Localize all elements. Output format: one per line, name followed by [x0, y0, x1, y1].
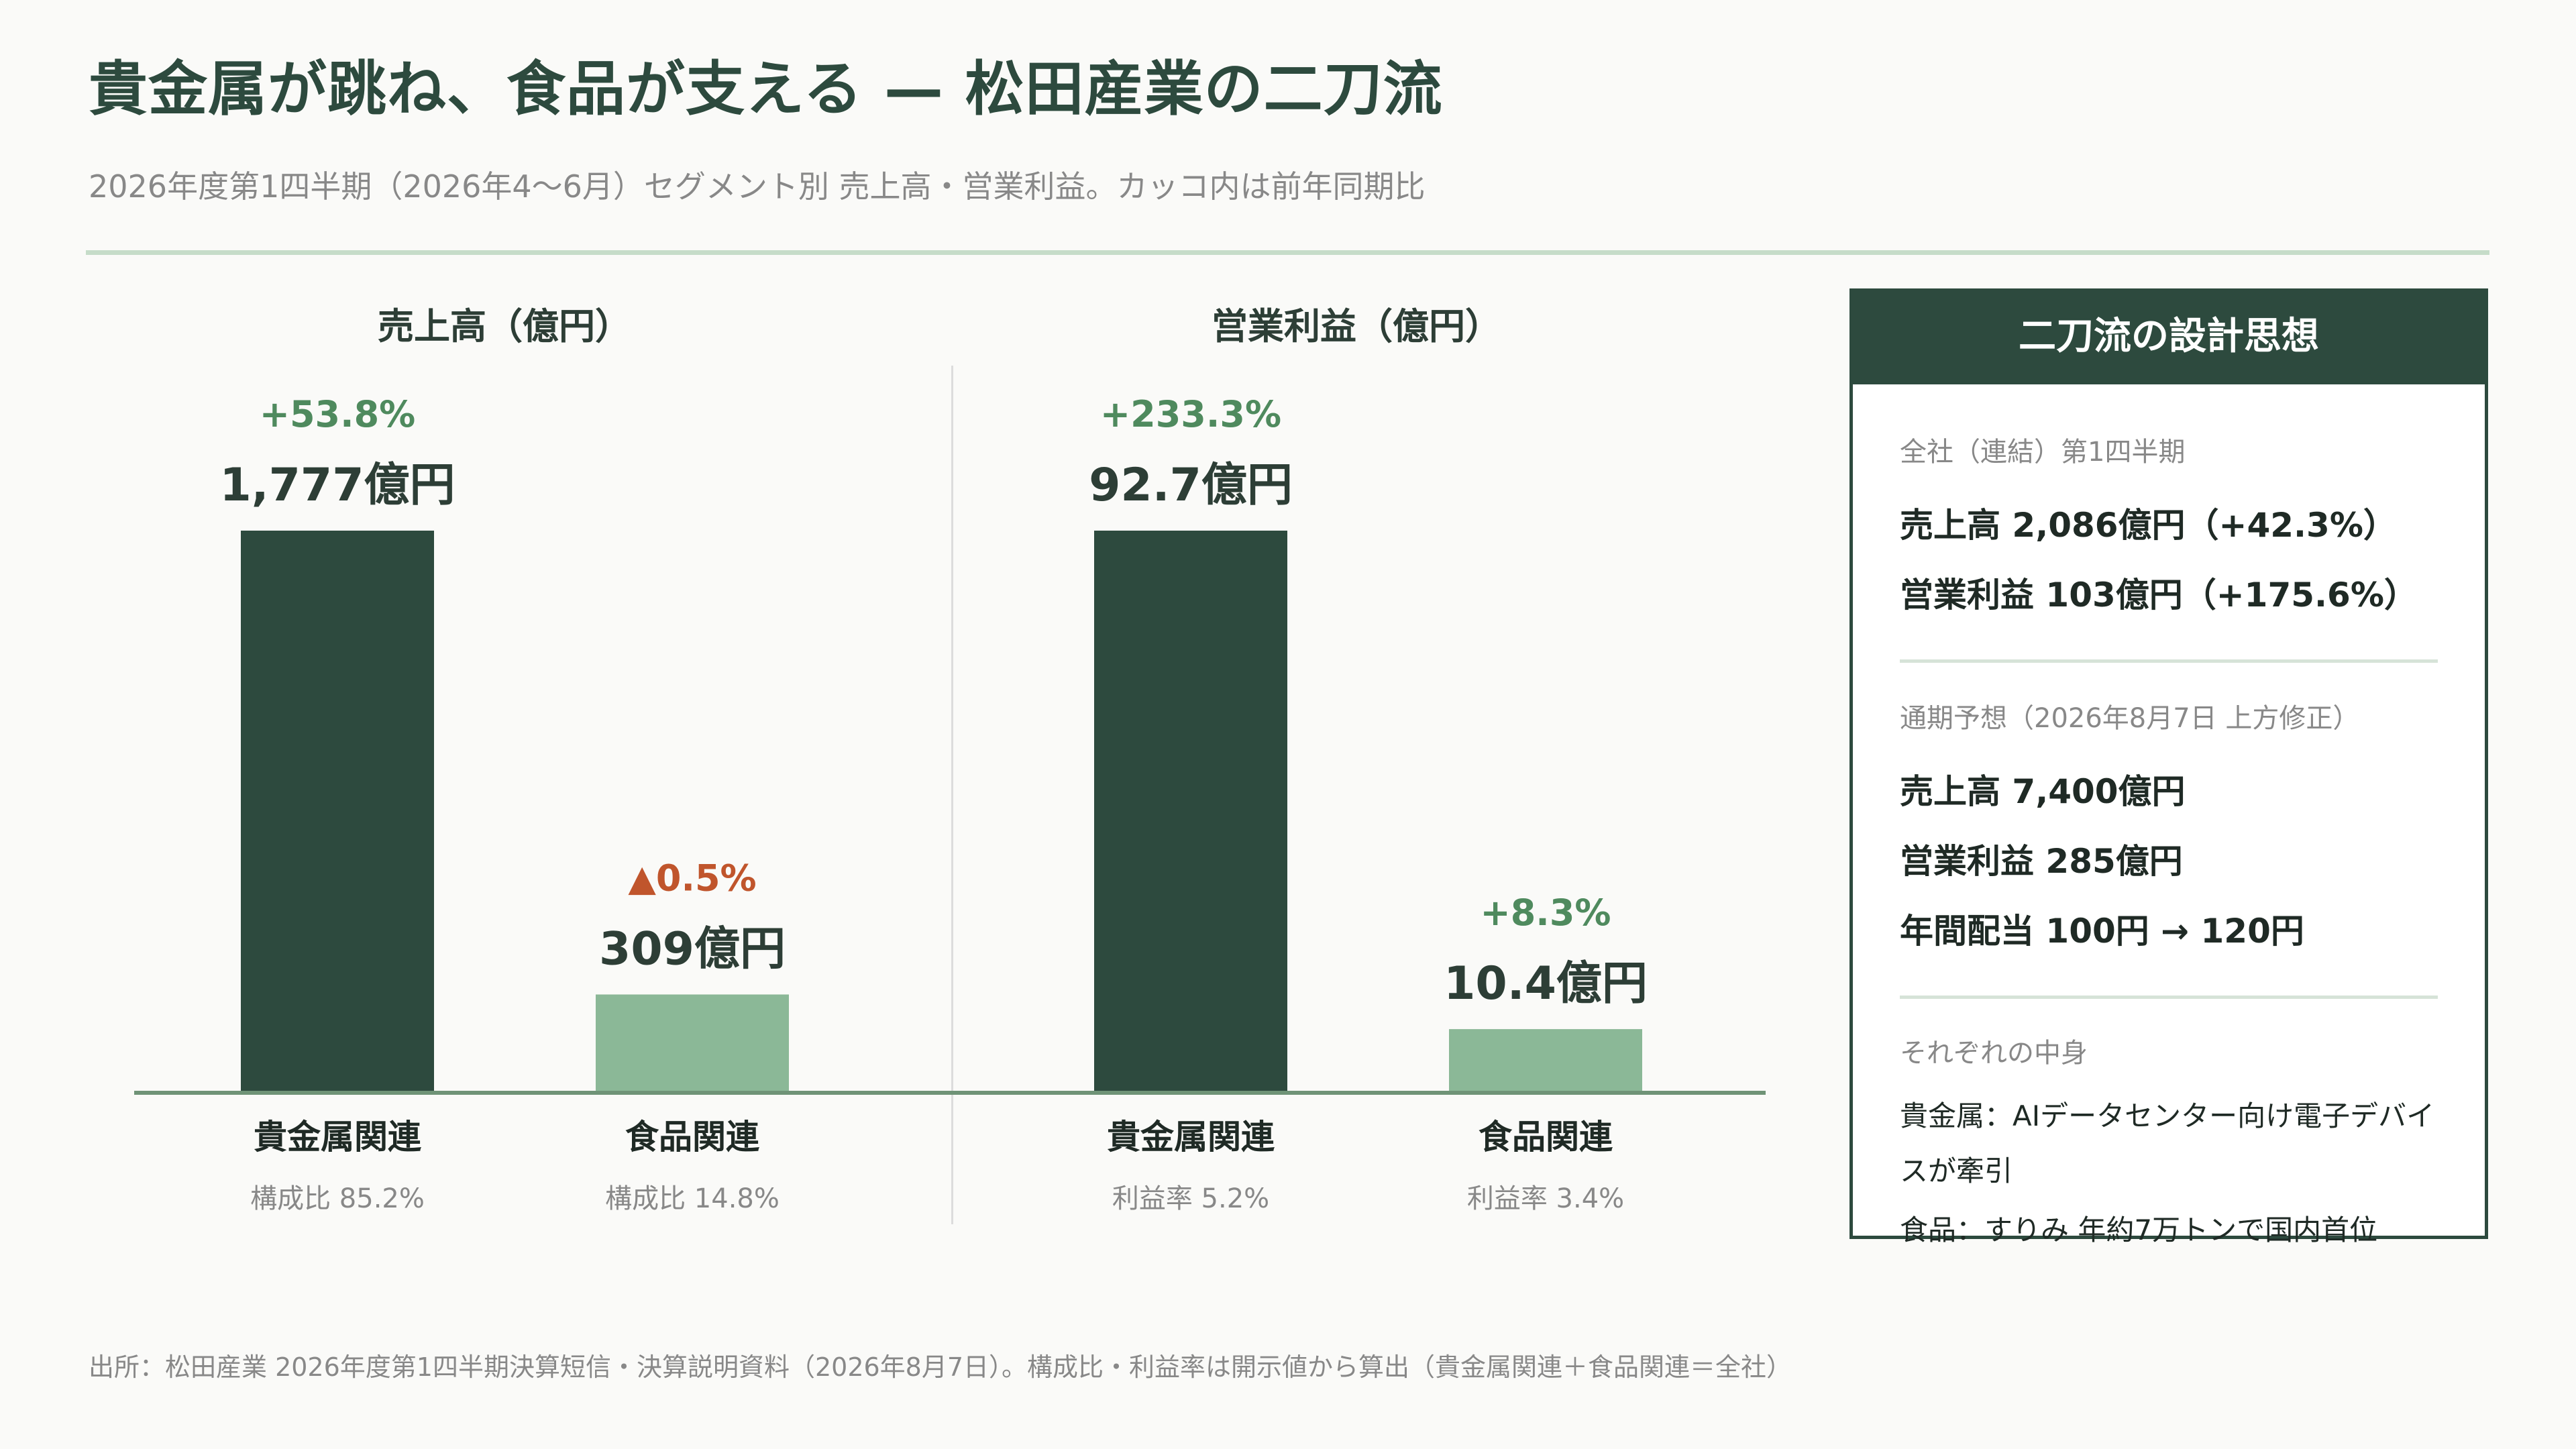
bar-profit-1: [1449, 1029, 1642, 1092]
section-label-forecast: 通期予想（2026年8月7日 上方修正）: [1900, 703, 2360, 734]
bar-sales-0: [241, 531, 434, 1092]
food-note: 食品：すりみ 年約7万トンで国内首位: [1900, 1214, 2378, 1246]
category-sub-label: 構成比 14.8%: [605, 1183, 780, 1214]
bar-value-label: 1,777億円: [219, 459, 455, 512]
chart-baseline: [134, 1091, 1766, 1095]
category-label: 食品関連: [1479, 1118, 1613, 1157]
category-sub-label: 利益率 5.2%: [1112, 1183, 1269, 1214]
category-sub-label: 利益率 3.4%: [1467, 1183, 1624, 1214]
company-profit-line: 営業利益 103億円（+175.6%）: [1900, 576, 2418, 614]
chart-separator: [951, 366, 953, 1224]
panel-title: 二刀流の設計思想: [1853, 292, 2485, 384]
dividend-line: 年間配当 100円 → 120円: [1900, 912, 2304, 951]
info-panel: 二刀流の設計思想 全社（連結）第1四半期 売上高 2,086億円（+42.3%）…: [1849, 288, 2488, 1246]
bar-value-label: 92.7億円: [1089, 459, 1293, 512]
bar-sales-1: [596, 994, 789, 1092]
panel-body: 全社（連結）第1四半期 売上高 2,086億円（+42.3%） 営業利益 103…: [1853, 384, 2485, 1258]
bar-profit-0: [1094, 531, 1287, 1092]
section-divider: [1900, 659, 2438, 663]
title-divider: [86, 250, 2489, 255]
section-label-contents: それぞれの中身: [1900, 1038, 2088, 1069]
page-title: 貴金属が跳ね、食品が支える — 松田産業の二刀流: [89, 54, 1443, 123]
section-divider: [1900, 996, 2438, 999]
company-sales-line: 売上高 2,086億円（+42.3%）: [1900, 506, 2397, 545]
forecast-sales-line: 売上高 7,400億円: [1900, 772, 2186, 811]
section-label-company: 全社（連結）第1四半期: [1900, 437, 2186, 468]
category-label: 食品関連: [625, 1118, 760, 1157]
bar-value-label: 10.4億円: [1444, 957, 1648, 1010]
category-label: 貴金属関連: [254, 1118, 422, 1157]
category-label: 貴金属関連: [1107, 1118, 1275, 1157]
page-subtitle: 2026年度第1四半期（2026年4〜6月）セグメント別 売上高・営業利益。カッ…: [89, 168, 1426, 205]
bar-change-label: +53.8%: [260, 393, 416, 435]
category-sub-label: 構成比 85.2%: [250, 1183, 425, 1214]
chart-heading-sales: 売上高（億円）: [378, 305, 631, 347]
source-footnote: 出所：松田産業 2026年度第1四半期決算短信・決算説明資料（2026年8月7日…: [89, 1352, 1792, 1382]
bar-change-label: +8.3%: [1480, 892, 1611, 934]
forecast-profit-line: 営業利益 285億円: [1900, 842, 2183, 881]
precious-metals-note: 貴金属：AIデータセンター向け電子デバイスが牽引: [1900, 1099, 2435, 1187]
chart-heading-profit: 営業利益（億円）: [1212, 305, 1501, 347]
bar-value-label: 309億円: [599, 922, 786, 975]
bar-change-label: +233.3%: [1100, 393, 1281, 435]
bar-change-label: ▲0.5%: [628, 857, 756, 899]
